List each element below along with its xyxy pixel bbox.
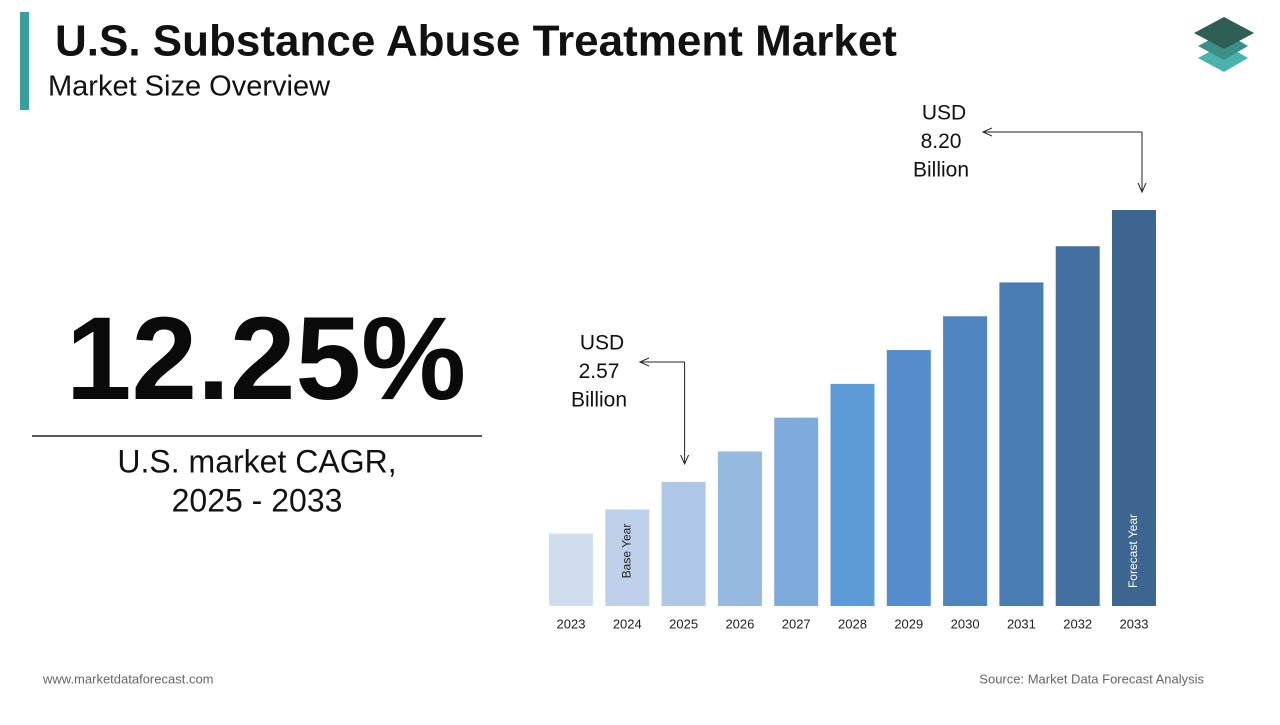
subtitle: Market Size Overview [48,71,331,103]
bar [774,417,819,606]
annotation: 8.20 [921,130,962,153]
x-tick-label: 2023 [557,616,586,631]
bar [999,282,1044,606]
bar [1055,246,1100,606]
bar [661,481,706,606]
bar [886,350,931,606]
annotation: USD [922,102,966,125]
annotation: 2.57 [579,360,620,383]
bar-label: Forecast Year [1126,514,1140,588]
bar [830,383,875,606]
annotation: USD [580,332,624,355]
x-tick-label: 2029 [894,616,923,631]
logo [1194,17,1254,72]
bar [605,509,650,606]
x-tick-label: 2030 [951,616,980,631]
cagr-label: 2025 - 2033 [172,482,343,518]
bar [943,316,988,606]
bar [1112,210,1156,606]
footer-right: Source: Market Data Forecast Analysis [979,671,1204,686]
x-tick-label: 2028 [838,616,867,631]
accent-bar [20,12,29,110]
x-tick-label: 2026 [725,616,754,631]
bar [717,451,762,606]
title: U.S. Substance Abuse Treatment Market [55,17,897,66]
x-tick-label: 2032 [1063,616,1092,631]
bar [549,533,593,606]
x-tick-label: 2025 [669,616,698,631]
x-tick-label: 2031 [1007,616,1036,631]
x-tick-label: 2033 [1120,616,1149,631]
x-tick-label: 2024 [613,616,642,631]
footer-left: www.marketdataforecast.com [42,671,214,686]
bar-label: Base Year [619,524,633,579]
cagr-label: U.S. market CAGR, [117,443,396,479]
annotation: Billion [571,389,627,412]
x-tick-label: 2027 [782,616,811,631]
cagr-value: 12.25% [66,293,466,425]
annotation: Billion [913,159,969,182]
